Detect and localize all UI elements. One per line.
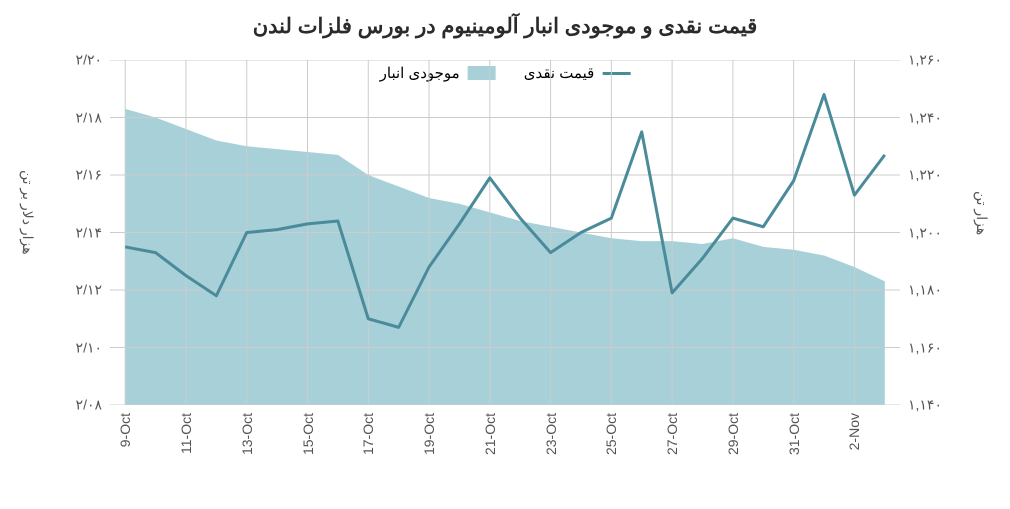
plot-area (110, 60, 900, 405)
chart-title: قیمت نقدی و موجودی انبار آلومینیوم در بو… (0, 14, 1010, 39)
y-left-tick: ۲/۰۸ (76, 397, 102, 414)
y-left-tick: ۲/۱۶ (76, 167, 102, 184)
y-axis-left-label: هزار دلار بر تن (20, 170, 36, 255)
x-tick: 23-Oct (543, 413, 559, 455)
x-tick: 15-Oct (300, 413, 316, 455)
x-tick: 13-Oct (239, 413, 255, 455)
y-right-tick: ۱,۲۲۰ (908, 167, 942, 184)
x-tick: 29-Oct (725, 413, 741, 455)
y-right-tick: ۱,۲۰۰ (908, 224, 942, 241)
y-right-tick: ۱,۲۴۰ (908, 109, 942, 126)
chart-container: قیمت نقدی و موجودی انبار آلومینیوم در بو… (0, 0, 1010, 509)
x-tick: 9-Oct (117, 413, 133, 447)
x-tick: 2-Nov (846, 413, 862, 450)
y-left-tick: ۲/۱۰ (76, 339, 102, 356)
y-right-tick: ۱,۱۸۰ (908, 282, 942, 299)
x-tick: 31-Oct (786, 413, 802, 455)
y-left-tick: ۲/۱۴ (76, 224, 102, 241)
y-right-tick: ۱,۲۶۰ (908, 52, 942, 69)
x-tick: 17-Oct (360, 413, 376, 455)
y-right-tick: ۱,۱۴۰ (908, 397, 942, 414)
x-tick: 21-Oct (482, 413, 498, 455)
y-left-tick: ۲/۲۰ (76, 52, 102, 69)
x-tick: 25-Oct (603, 413, 619, 455)
y-axis-right-label: هزار تن (974, 191, 990, 235)
y-left-tick: ۲/۱۲ (76, 282, 102, 299)
y-right-tick: ۱,۱۶۰ (908, 339, 942, 356)
x-tick: 11-Oct (178, 413, 194, 454)
y-left-tick: ۲/۱۸ (76, 109, 102, 126)
x-tick: 19-Oct (421, 413, 437, 455)
x-tick: 27-Oct (664, 413, 680, 455)
